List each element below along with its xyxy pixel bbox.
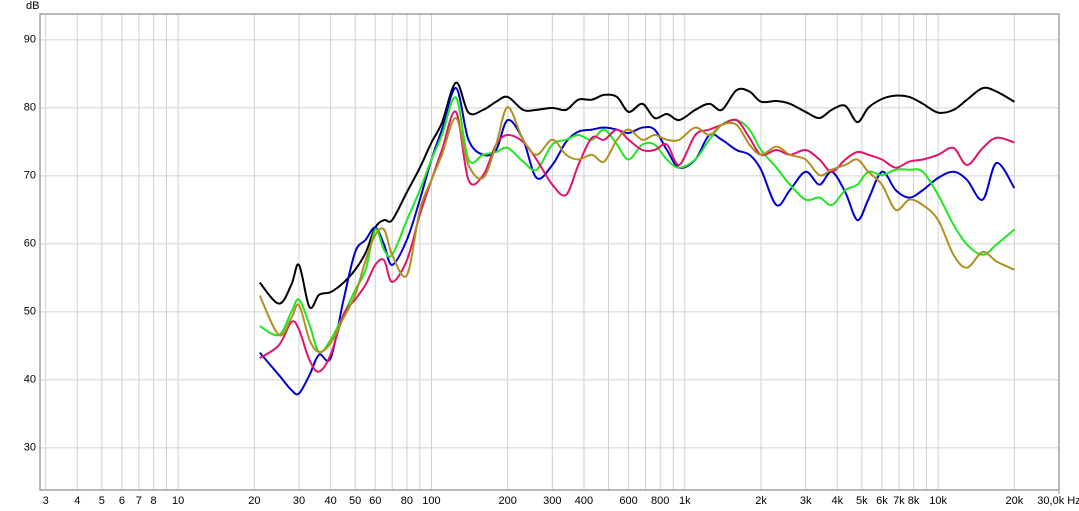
series-line: [258, 106, 1015, 353]
x-tick-label: 7: [136, 495, 142, 507]
x-tick-label: 40: [325, 495, 337, 507]
x-tick-label: 200: [499, 495, 517, 507]
x-tick-label: 80: [401, 495, 413, 507]
x-tick-label: 20: [248, 495, 260, 507]
x-tick-label: 50: [349, 495, 361, 507]
x-tick-label: 3k: [800, 495, 812, 507]
x-tick-label: 5k: [856, 495, 868, 507]
x-tick-label: 2k: [755, 495, 767, 507]
y-tick-label: 80: [24, 102, 36, 114]
x-tick-label: 1k: [679, 495, 691, 507]
y-axis-label: dB: [26, 0, 39, 12]
x-tick-label: 800: [651, 495, 669, 507]
series-line: [259, 110, 1015, 373]
y-tick-label: 90: [24, 34, 36, 46]
x-tick-label: 7k: [893, 495, 905, 507]
series-line: [259, 96, 1016, 354]
x-tick-label: 8k: [908, 495, 920, 507]
y-tick-label: 60: [24, 238, 36, 250]
plot-frame: [39, 13, 1060, 491]
y-tick-label: 30: [24, 442, 36, 454]
x-tick-label: 600: [619, 495, 637, 507]
x-tick-label: 3: [43, 495, 49, 507]
x-tick-label: 8: [150, 495, 156, 507]
x-tick-label: 4k: [832, 495, 844, 507]
x-tick-label: 400: [575, 495, 593, 507]
x-tick-label: 30: [293, 495, 305, 507]
x-tick-label: 10k: [929, 495, 947, 507]
x-tick-label: 6k: [876, 495, 888, 507]
series-line: [258, 81, 1015, 310]
x-tick-label: 5: [99, 495, 105, 507]
x-tick-label: 10: [172, 495, 184, 507]
y-tick-label: 50: [24, 306, 36, 318]
x-tick-label: 6: [119, 495, 125, 507]
x-tick-label: 20k: [1006, 495, 1024, 507]
x-tick-label: 100: [422, 495, 440, 507]
y-tick-label: 70: [24, 170, 36, 182]
x-tick-label: 300: [543, 495, 561, 507]
y-tick-label: 40: [24, 374, 36, 386]
x-tick-label: 4: [74, 495, 80, 507]
x-tick-label: 30,0k Hz: [1037, 495, 1079, 507]
x-tick-label: 60: [369, 495, 381, 507]
